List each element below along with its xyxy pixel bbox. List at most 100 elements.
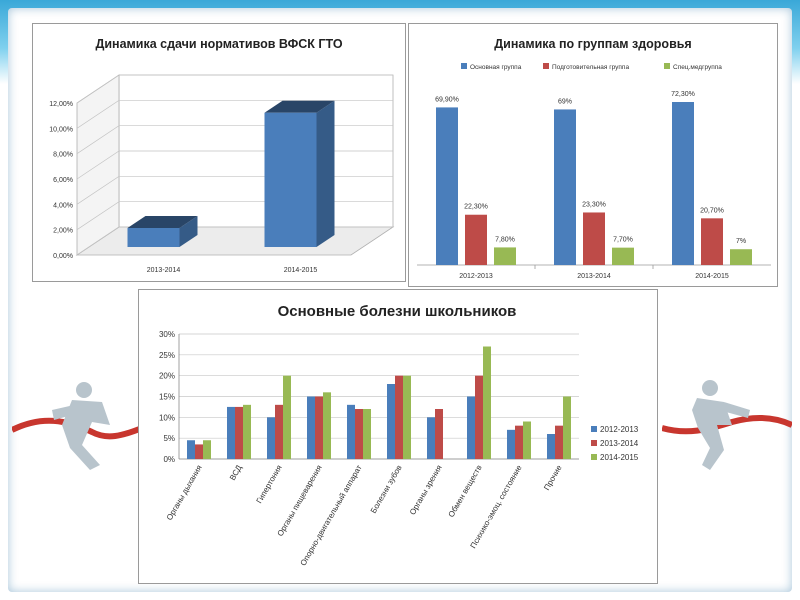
y-tick-label: 4,00% — [53, 202, 73, 209]
x-tick-label: Обмен веществ — [447, 464, 484, 519]
bar — [583, 212, 605, 265]
bar — [563, 396, 571, 459]
x-tick-label: 2014-2015 — [284, 267, 318, 274]
bar — [515, 425, 523, 459]
bar — [363, 409, 371, 459]
data-label: 7,70% — [613, 237, 633, 244]
floor — [75, 226, 395, 256]
y-tick-label: 30% — [159, 330, 175, 339]
bar — [427, 417, 435, 459]
legend-swatch — [543, 63, 549, 69]
data-label: 69% — [558, 98, 572, 105]
bar — [395, 375, 403, 459]
x-tick-label: 2013-2014 — [147, 267, 181, 274]
skater-left-decoration — [12, 382, 142, 470]
health-groups-chart: Динамика по группам здоровья Основная гру… — [417, 37, 771, 280]
y-tick-label: 0% — [163, 455, 175, 464]
bar — [403, 375, 411, 459]
y-tick-label: 0,00% — [53, 253, 73, 260]
bar — [465, 214, 487, 265]
legend-label: Основная группа — [470, 64, 522, 71]
x-tick-label: Прочие — [542, 463, 564, 492]
bar-top — [127, 216, 198, 228]
bar — [307, 396, 315, 459]
bar — [323, 392, 331, 459]
bar — [187, 440, 195, 459]
bar — [275, 404, 283, 459]
bar — [127, 228, 180, 247]
bar — [554, 109, 576, 265]
bar-side — [179, 216, 198, 247]
y-tick-label: 25% — [159, 351, 175, 360]
diseases-chart-panel: Основные болезни школьников 0% 5% 10% 15% 20%… — [138, 289, 658, 584]
data-label: 23,30% — [582, 201, 606, 208]
bar-top — [264, 100, 335, 113]
legend-swatch — [664, 63, 670, 69]
bar — [264, 112, 317, 247]
y-tick-label: 2,00% — [53, 228, 73, 235]
bar — [195, 444, 203, 459]
legend-swatch — [591, 426, 597, 432]
bar — [523, 421, 531, 459]
y-tick-label: 10,00% — [49, 126, 73, 133]
bar — [227, 406, 235, 459]
x-tick-label: 2012-2013 — [459, 273, 493, 280]
chart-title: Динамика сдачи нормативов ВФСК ГТО — [95, 37, 342, 51]
bar — [467, 396, 475, 459]
data-label: 7% — [736, 238, 746, 245]
x-tick-label: 2013-2014 — [577, 273, 611, 280]
legend-label: Подготовительная группа — [552, 64, 629, 71]
x-tick-label: Болезни зубов — [369, 464, 404, 515]
bar — [243, 404, 251, 459]
data-label: 7,80% — [495, 236, 515, 243]
bar — [435, 409, 443, 459]
chart-title: Основные болезни школьников — [278, 303, 517, 320]
x-tick-label: 2014-2015 — [695, 273, 729, 280]
y-tick-label: 12,00% — [49, 101, 73, 108]
bar — [701, 218, 723, 265]
data-label: 69,90% — [435, 96, 459, 103]
legend-swatch — [591, 454, 597, 460]
skater-right-decoration — [662, 380, 792, 470]
diseases-chart: Основные болезни школьников 0% 5% 10% 15% 20%… — [159, 303, 639, 567]
bar — [235, 406, 243, 459]
bar-side — [316, 100, 335, 247]
x-tick-label: ВСД — [228, 463, 244, 482]
bar — [267, 417, 275, 459]
y-tick-label: 20% — [159, 372, 175, 381]
gridline — [76, 99, 393, 129]
data-label: 72,30% — [671, 91, 695, 98]
bar — [494, 247, 516, 265]
chart-title: Динамика по группам здоровья — [494, 37, 691, 51]
y-tick-label: 5% — [163, 434, 175, 443]
bar — [355, 409, 363, 459]
gridline — [76, 74, 393, 104]
legend-label: 2014-2015 — [600, 453, 639, 462]
bar — [547, 434, 555, 459]
data-label: 22,30% — [464, 204, 488, 211]
bar — [483, 346, 491, 459]
bar — [555, 425, 563, 459]
y-tick-label: 8,00% — [53, 152, 73, 159]
legend-label: Спец.медгруппа — [673, 64, 722, 71]
bar — [315, 396, 323, 459]
x-tick-label: Гипертония — [255, 464, 284, 505]
bar — [672, 102, 694, 265]
bar — [507, 429, 515, 459]
bar — [347, 404, 355, 459]
bar — [436, 107, 458, 265]
legend-swatch — [461, 63, 467, 69]
y-tick-label: 10% — [159, 413, 175, 422]
bar — [475, 375, 483, 459]
x-tick-label: Органы пищеварения — [276, 464, 324, 538]
x-tick-label: Органы зрения — [408, 464, 444, 517]
bar — [387, 384, 395, 459]
bar — [283, 375, 291, 459]
y-tick-label: 6,00% — [53, 177, 73, 184]
bar — [203, 440, 211, 459]
legend-swatch — [591, 440, 597, 446]
gto-chart-panel: Динамика сдачи нормативов ВФСК ГТО 0,00% 2… — [32, 23, 406, 282]
health-groups-chart-panel: Динамика по группам здоровья Основная гру… — [408, 23, 778, 287]
gto-chart: Динамика сдачи нормативов ВФСК ГТО 0,00% 2… — [49, 37, 395, 274]
